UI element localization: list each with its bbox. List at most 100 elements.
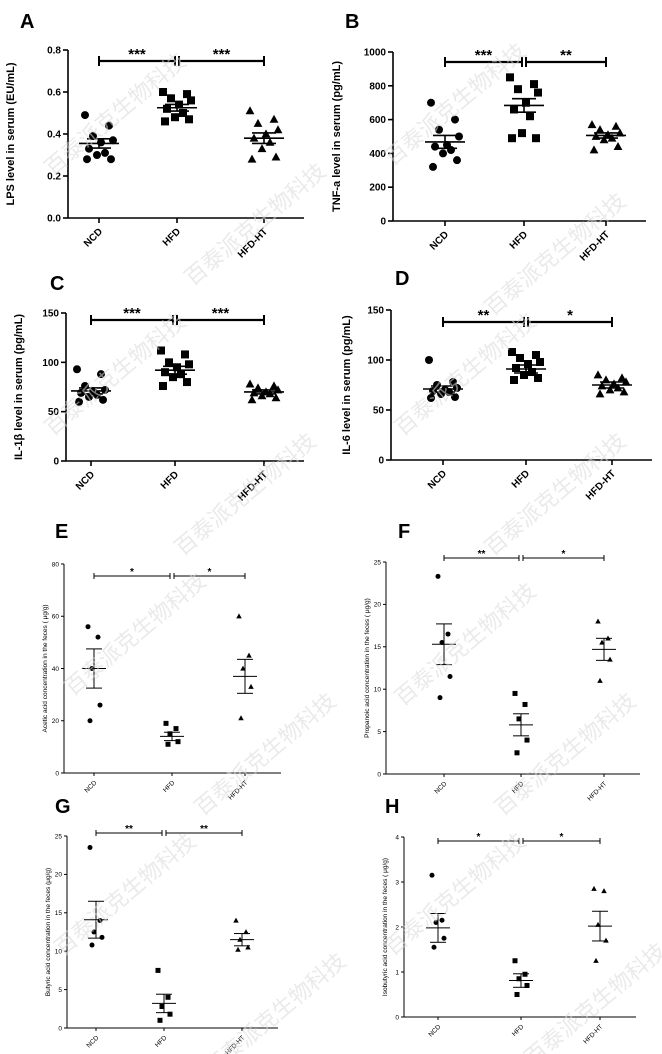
data-point-triangle — [619, 387, 629, 396]
data-point-circle — [105, 121, 113, 130]
y-axis-label: LPS level in serum (EU/mL) — [5, 62, 17, 205]
data-point-circle — [427, 394, 435, 402]
data-point-triangle — [257, 391, 267, 400]
data-point-square — [167, 94, 175, 103]
data-point-square — [512, 958, 518, 964]
y-axis-label: Propanoic acid concentration in the fece… — [364, 598, 371, 738]
data-point-square — [161, 117, 169, 126]
data-point-triangle — [617, 373, 627, 382]
y-tick-label: 0 — [380, 217, 386, 228]
y-axis-label: TNF-a level in serum (pg/mL) — [331, 61, 343, 212]
x-category-label: HFD — [511, 780, 526, 795]
y-tick-label: 80 — [52, 561, 60, 568]
data-point-triangle — [257, 144, 267, 153]
data-point-triangle — [253, 118, 263, 127]
panel-c: C 0 50 100 150 IL-1β level in serum (pg/mL) NC… — [13, 273, 304, 503]
y-axis-label: IL-6 level in serum (pg/mL) — [341, 315, 353, 455]
data-point-square — [514, 992, 520, 997]
data-point-square — [524, 360, 532, 368]
panel-letter: H — [385, 796, 399, 818]
y-tick-label: 0 — [377, 771, 381, 778]
data-point-circle — [101, 148, 109, 157]
data-point-triangle — [593, 957, 599, 963]
data-point-square — [165, 358, 173, 367]
x-category-label: HFD — [508, 229, 530, 251]
data-point-circle — [437, 695, 443, 701]
significance-label: *** — [475, 47, 493, 64]
data-point-circle — [433, 381, 441, 389]
data-point-square — [510, 105, 518, 114]
data-point-triangle — [615, 128, 625, 137]
data-point-triangle — [245, 944, 251, 950]
data-point-circle — [425, 356, 433, 364]
data-point-square — [512, 364, 520, 372]
data-point-triangle — [269, 381, 279, 390]
panel-letter: G — [55, 796, 71, 818]
data-point-circle — [97, 702, 103, 708]
y-tick-label: 60 — [52, 614, 60, 621]
data-point-triangle — [240, 665, 246, 671]
significance-label: *** — [213, 46, 231, 63]
panel-g: G 0 5 10 15 20 25 Butyric acid concentration in… — [45, 796, 278, 1054]
data-point-square — [163, 720, 169, 726]
y-tick-label: 2 — [395, 924, 399, 931]
y-tick-label: 20 — [374, 602, 382, 609]
y-axis-label: Isobutyric acid concentration in the fec… — [382, 858, 389, 996]
data-point-triangle — [613, 142, 623, 151]
data-point-circle — [97, 917, 103, 923]
data-point-square — [506, 73, 514, 82]
panel-h: H 0 1 2 3 4 Isobutyric acid concentration in t… — [382, 796, 636, 1046]
data-point-triangle — [236, 613, 242, 619]
significance-label: ** — [200, 824, 208, 835]
data-point-triangle — [243, 929, 249, 935]
data-point-square — [532, 134, 540, 143]
data-point-circle — [87, 718, 93, 724]
data-point-square — [165, 741, 171, 747]
x-category-label: NCD — [427, 1023, 442, 1038]
data-point-square — [185, 115, 193, 124]
y-tick-label: 40 — [52, 666, 60, 673]
data-point-square — [181, 350, 189, 359]
data-point-triangle — [595, 125, 605, 134]
data-point-triangle — [595, 618, 601, 624]
y-tick-label: 5 — [377, 729, 381, 736]
x-category-label: HFD — [162, 779, 177, 794]
y-tick-label: 0 — [53, 457, 59, 468]
data-point-square — [516, 354, 524, 362]
data-point-circle — [87, 845, 93, 851]
significance-label: * — [130, 567, 134, 578]
data-point-circle — [91, 929, 97, 935]
panel-b: B 0 200 400 600 800 1000 TNF-a level in serum (… — [331, 11, 646, 263]
data-point-circle — [93, 151, 101, 159]
data-point-triangle — [601, 888, 607, 894]
y-tick-label: 25 — [374, 559, 382, 566]
y-tick-label: 5 — [58, 987, 62, 994]
data-point-square — [159, 382, 167, 391]
data-point-square — [173, 363, 181, 372]
data-point-square — [526, 112, 534, 121]
data-point-square — [520, 371, 528, 379]
data-point-square — [187, 96, 195, 105]
data-point-square — [183, 378, 191, 387]
y-tick-label: 10 — [55, 948, 63, 955]
data-point-square — [167, 731, 173, 737]
significance-label: * — [477, 832, 481, 843]
y-tick-label: 20 — [52, 718, 60, 725]
data-point-circle — [99, 395, 107, 404]
data-point-square — [155, 967, 161, 973]
panel-d: D 0 50 100 150 IL-6 level in serum (pg/mL) NCD… — [341, 268, 652, 502]
data-point-circle — [73, 365, 81, 374]
data-point-square — [157, 346, 165, 355]
data-point-circle — [447, 673, 453, 679]
significance-label: *** — [123, 305, 141, 322]
data-point-circle — [427, 98, 435, 107]
data-point-triangle — [599, 639, 605, 645]
panel-letter: D — [395, 268, 409, 290]
data-point-triangle — [238, 715, 244, 721]
data-point-circle — [431, 142, 439, 151]
panel-letter: A — [20, 11, 34, 33]
data-point-square — [512, 690, 518, 696]
x-category-label: HFD-HT — [578, 229, 612, 263]
